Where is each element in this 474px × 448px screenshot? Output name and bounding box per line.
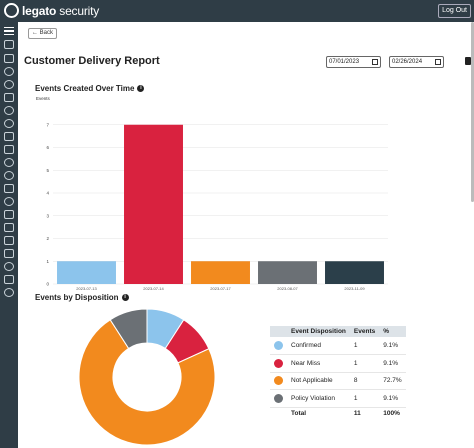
table-header-swatch (270, 326, 287, 337)
legend-swatch (270, 354, 287, 373)
disposition-pct: 9.1% (379, 354, 406, 373)
gauge-icon[interactable] (4, 67, 14, 76)
x-tick-label: 2023-11-09 (344, 286, 365, 291)
shield-icon[interactable] (4, 132, 14, 141)
globe-icon[interactable] (4, 262, 14, 271)
user-icon[interactable] (4, 106, 14, 115)
y-tick-label: 3 (46, 213, 49, 218)
rocket-icon[interactable] (4, 158, 14, 167)
sidebar (0, 22, 18, 448)
y-tick-label: 0 (46, 282, 49, 287)
calendar-icon[interactable] (435, 59, 441, 65)
y-tick-label: 5 (46, 168, 49, 173)
disposition-pct: 9.1% (379, 337, 406, 355)
table-row: Not Applicable 8 72.7% (270, 372, 406, 390)
download-icon[interactable] (465, 57, 471, 65)
bar[interactable] (258, 261, 317, 284)
table-header-row: Event Disposition Events % (270, 326, 406, 337)
y-tick-label: 7 (46, 122, 49, 127)
gear-icon[interactable] (4, 80, 14, 89)
org-icon[interactable] (4, 275, 14, 284)
table-header-pct: % (379, 326, 406, 337)
grid-icon[interactable] (4, 54, 14, 63)
date-from-value: 07/01/2023 (329, 59, 360, 65)
top-bar: legato security Log Out (0, 0, 474, 22)
disposition-events: 8 (349, 372, 380, 390)
cloud-icon[interactable] (4, 171, 14, 180)
dashboard-icon[interactable] (4, 40, 14, 49)
logo-ring-icon (4, 3, 19, 18)
x-tick-label: 2023-07-17 (210, 286, 231, 291)
total-pct: 100% (383, 410, 400, 418)
logo[interactable]: legato security (4, 3, 99, 18)
disposition-events: 1 (349, 354, 380, 373)
x-tick-label: 2023-07-13 (76, 286, 97, 291)
page-title: Customer Delivery Report (24, 55, 160, 67)
disposition-heading: Events by Disposition i (35, 293, 129, 302)
logo-text: legato security (22, 3, 100, 18)
menu-icon[interactable] (4, 27, 14, 35)
table-header-disposition: Event Disposition (287, 326, 350, 337)
bar[interactable] (57, 261, 116, 284)
disposition-events: 1 (349, 389, 380, 408)
table-total-row: Total 11 100% (270, 407, 406, 420)
info-icon[interactable]: i (137, 85, 145, 92)
y-tick-label: 1 (46, 259, 49, 264)
tools-icon[interactable] (4, 145, 14, 154)
y-axis-label: Events (36, 96, 50, 101)
y-tick-label: 4 (46, 191, 49, 196)
disposition-label: Confirmed (287, 337, 350, 355)
donut-slice[interactable] (109, 308, 148, 350)
y-tick-label: 6 (46, 145, 49, 150)
eye-icon[interactable] (4, 119, 14, 128)
y-tick-label: 2 (46, 236, 49, 241)
tag-icon[interactable] (4, 93, 14, 102)
disposition-pct: 9.1% (379, 389, 406, 408)
list-icon[interactable] (4, 236, 14, 245)
disposition-label: Not Applicable (287, 372, 350, 390)
date-to-field[interactable]: 02/26/2024 (389, 56, 444, 68)
bar[interactable] (191, 261, 250, 284)
total-swatch-cell (270, 407, 287, 420)
logout-button[interactable]: Log Out (438, 4, 471, 18)
total-events: 11 (353, 410, 361, 418)
total-label: Total (291, 410, 307, 418)
disposition-label: Near Miss (287, 354, 350, 373)
donut-slice[interactable] (78, 319, 216, 446)
main-content: ← Back Customer Delivery Report 07/01/20… (18, 22, 474, 448)
info-icon[interactable]: i (121, 294, 129, 301)
table-row: Confirmed 1 9.1% (270, 337, 406, 355)
disposition-donut-chart (78, 308, 216, 446)
legend-swatch (270, 389, 287, 408)
calendar-icon[interactable] (372, 59, 378, 65)
user-icon[interactable] (4, 288, 14, 297)
disposition-label: Policy Violation (287, 389, 350, 408)
disposition-pct: 72.7% (379, 372, 406, 390)
alert-icon[interactable] (4, 184, 14, 193)
doc-icon[interactable] (4, 249, 14, 258)
events-bar-chart: 0 1 2 3 4 5 6 7 2023-07-13 2023-07-14 2023-07-17 20… (46, 122, 388, 291)
legend-swatch (270, 372, 287, 390)
table-header-events: Events (349, 326, 380, 337)
bar[interactable] (124, 124, 183, 284)
chart-icon[interactable] (4, 210, 14, 219)
x-tick-label: 2023-08-07 (277, 286, 298, 291)
refresh-icon[interactable] (4, 197, 14, 206)
events-chart-heading: Events Created Over Time i (35, 84, 145, 93)
disposition-table: Event Disposition Events % Confirmed 1 9.1… (270, 326, 406, 420)
table-row: Near Miss 1 9.1% (270, 354, 406, 373)
disposition-events: 1 (349, 337, 380, 355)
legend-swatch (270, 337, 287, 355)
date-from-field[interactable]: 07/01/2023 (326, 56, 381, 68)
x-tick-label: 2023-07-14 (143, 286, 164, 291)
building-icon[interactable] (4, 223, 14, 232)
table-row: Policy Violation 1 9.1% (270, 389, 406, 408)
scrollbar[interactable] (471, 22, 474, 202)
back-button[interactable]: ← Back (28, 28, 58, 39)
bar[interactable] (325, 261, 384, 284)
date-to-value: 02/26/2024 (392, 59, 423, 65)
